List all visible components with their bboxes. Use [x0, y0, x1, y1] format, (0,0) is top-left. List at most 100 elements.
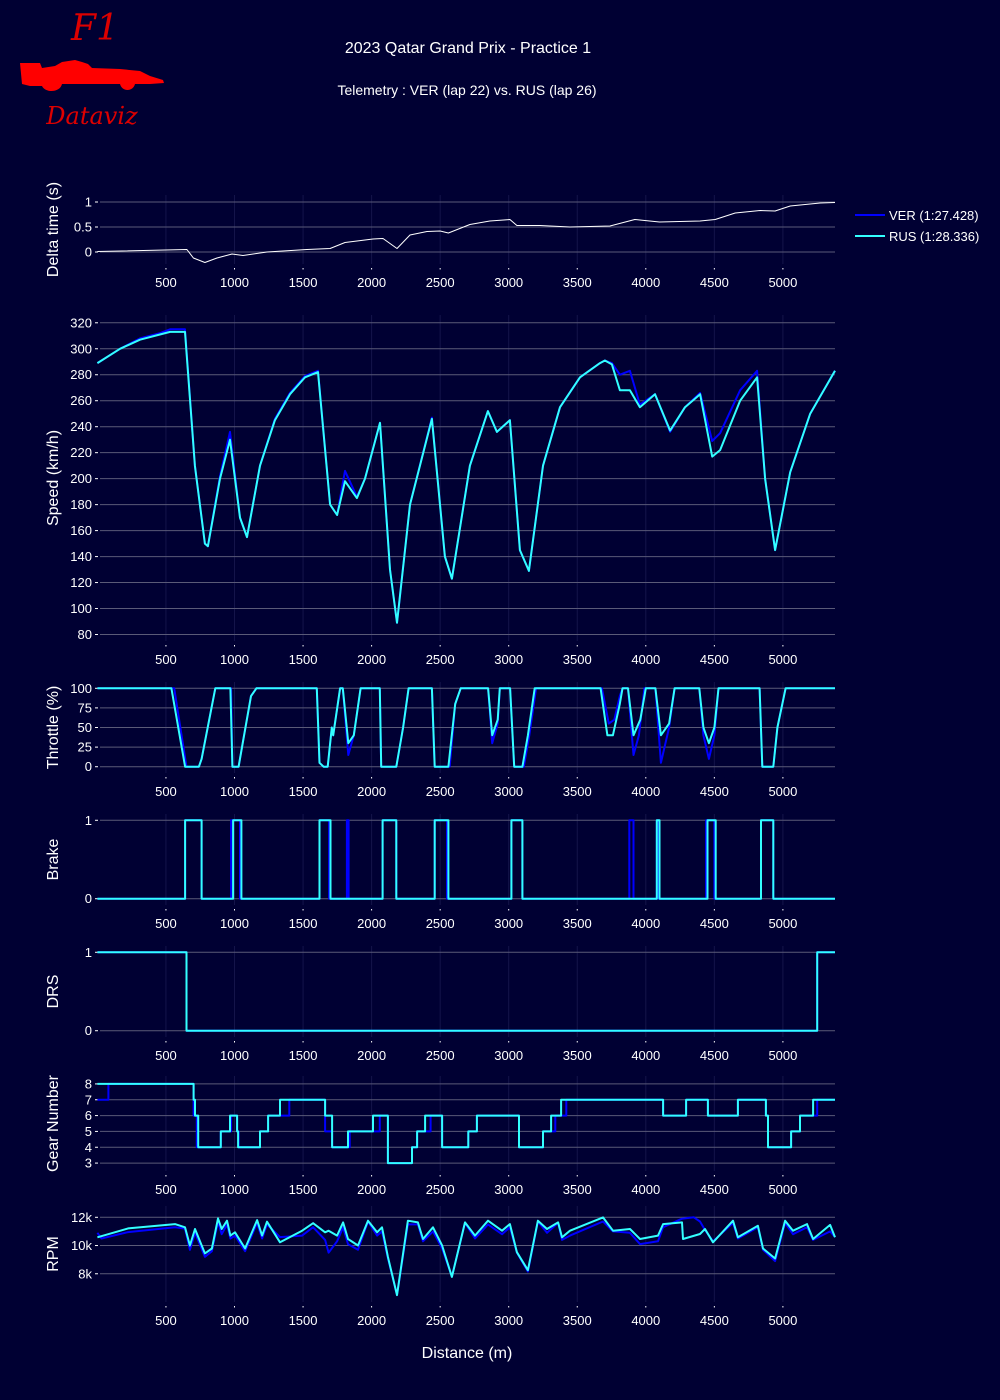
x-tick-label: 1000 [220, 1048, 249, 1063]
y-tick-label: 0 [85, 759, 92, 774]
x-tick-label: 3500 [563, 275, 592, 290]
y-tick-label: 0 [85, 245, 92, 260]
y-tick-label: 12k [71, 1210, 92, 1225]
x-tick-label: 4000 [631, 1313, 660, 1328]
x-tick-label: 4000 [631, 1048, 660, 1063]
y-tick-label: 5 [85, 1124, 92, 1139]
y-tick-label: 25 [78, 740, 92, 755]
legend-label-rus: RUS (1:28.336) [889, 229, 979, 244]
y-tick-label: 240 [70, 419, 92, 434]
y-axis-title-rpm: RPM [45, 1236, 62, 1272]
series-line-speed-ver [96, 328, 836, 624]
y-tick-label: 8k [78, 1266, 92, 1281]
y-tick-label: 120 [70, 575, 92, 590]
y-tick-label: 4 [85, 1140, 92, 1155]
x-tick-label: 500 [155, 652, 177, 667]
x-tick-label: 1000 [220, 1313, 249, 1328]
y-tick-label: 1 [85, 945, 92, 960]
x-tick-label: 1500 [289, 1182, 318, 1197]
race-car-icon [20, 60, 164, 92]
panel-speed: 80 100 120 140 160 180 200 220 240 260 280 300 320 50… [45, 315, 836, 667]
x-tick-label: 4000 [631, 652, 660, 667]
series-line-drs-ver [97, 951, 835, 1032]
legend-item-rus[interactable]: RUS (1:28.336) [855, 229, 979, 244]
y-tick-label: 0 [85, 1023, 92, 1038]
x-tick-label: 4500 [700, 1048, 729, 1063]
series-line-throttle-rus [97, 687, 835, 768]
panel-rpm: 8k 10k 12k 500 1000 1500 2000 2500 3000 3500 4000 4… [45, 1206, 836, 1328]
x-tick-label: 3500 [563, 916, 592, 931]
y-tick-label: 10k [71, 1238, 92, 1253]
y-tick-label: 300 [70, 341, 92, 356]
x-tick-label: 500 [155, 1048, 177, 1063]
x-tick-label: 4000 [631, 916, 660, 931]
y-tick-label: 180 [70, 497, 92, 512]
x-tick-label: 3000 [494, 784, 523, 799]
y-tick-label: 200 [70, 471, 92, 486]
chart-subtitle: Telemetry : VER (lap 22) vs. RUS (lap 26… [337, 82, 596, 98]
x-tick-label: 5000 [768, 1048, 797, 1063]
y-axis-title-gear: Gear Number [45, 1074, 62, 1172]
x-tick-label: 1000 [220, 784, 249, 799]
x-tick-label: 2000 [357, 1048, 386, 1063]
x-tick-label: 500 [155, 1313, 177, 1328]
x-tick-label: 4500 [700, 916, 729, 931]
y-tick-label: 3 [85, 1156, 92, 1171]
x-tick-label: 2500 [426, 1048, 455, 1063]
x-tick-label: 5000 [768, 784, 797, 799]
x-tick-label: 2000 [357, 784, 386, 799]
x-tick-label: 500 [155, 1182, 177, 1197]
y-tick-label: 320 [70, 315, 92, 330]
y-tick-label: 0 [85, 891, 92, 906]
series-line-brake-ver [97, 819, 835, 900]
x-tick-label: 2500 [426, 1313, 455, 1328]
x-tick-label: 4500 [700, 275, 729, 290]
series-line-drs-rus [97, 951, 835, 1032]
x-tick-label: 1500 [289, 1048, 318, 1063]
series-line-delta-delta [97, 202, 836, 263]
x-tick-label: 4000 [631, 784, 660, 799]
x-tick-label: 3500 [563, 652, 592, 667]
x-tick-label: 2500 [426, 652, 455, 667]
x-tick-label: 1000 [220, 1182, 249, 1197]
y-tick-label: 0.5 [74, 220, 92, 235]
x-tick-label: 5000 [768, 916, 797, 931]
series-line-gear-rus [97, 1082, 835, 1165]
x-tick-label: 3500 [563, 784, 592, 799]
x-tick-label: 4000 [631, 1182, 660, 1197]
x-tick-label: 2500 [426, 1182, 455, 1197]
x-axis-title: Distance (m) [422, 1345, 513, 1362]
x-tick-label: 1500 [289, 1313, 318, 1328]
y-tick-label: 75 [78, 700, 92, 715]
legend-label-ver: VER (1:27.428) [889, 208, 979, 223]
y-tick-label: 140 [70, 549, 92, 564]
x-tick-label: 2000 [357, 916, 386, 931]
x-tick-label: 3000 [494, 1182, 523, 1197]
x-tick-label: 3500 [563, 1313, 592, 1328]
x-tick-label: 4000 [631, 275, 660, 290]
x-tick-label: 2000 [357, 1313, 386, 1328]
x-tick-label: 5000 [768, 1182, 797, 1197]
x-tick-label: 500 [155, 784, 177, 799]
logo-dataviz-text: Dataviz [45, 102, 138, 130]
x-tick-label: 1000 [220, 652, 249, 667]
y-tick-label: 280 [70, 367, 92, 382]
x-tick-label: 500 [155, 275, 177, 290]
x-tick-label: 2000 [357, 275, 386, 290]
chart-title: 2023 Qatar Grand Prix - Practice 1 [345, 40, 591, 57]
series-line-rpm-rus [97, 1216, 836, 1297]
x-tick-label: 4500 [700, 784, 729, 799]
y-tick-label: 8 [85, 1076, 92, 1091]
x-tick-label: 1000 [220, 275, 249, 290]
x-tick-label: 3000 [494, 275, 523, 290]
y-tick-label: 220 [70, 445, 92, 460]
legend[interactable]: VER (1:27.428) RUS (1:28.336) [855, 208, 979, 244]
y-tick-label: 260 [70, 393, 92, 408]
series-line-brake-rus [97, 819, 835, 900]
legend-item-ver[interactable]: VER (1:27.428) [855, 208, 979, 223]
